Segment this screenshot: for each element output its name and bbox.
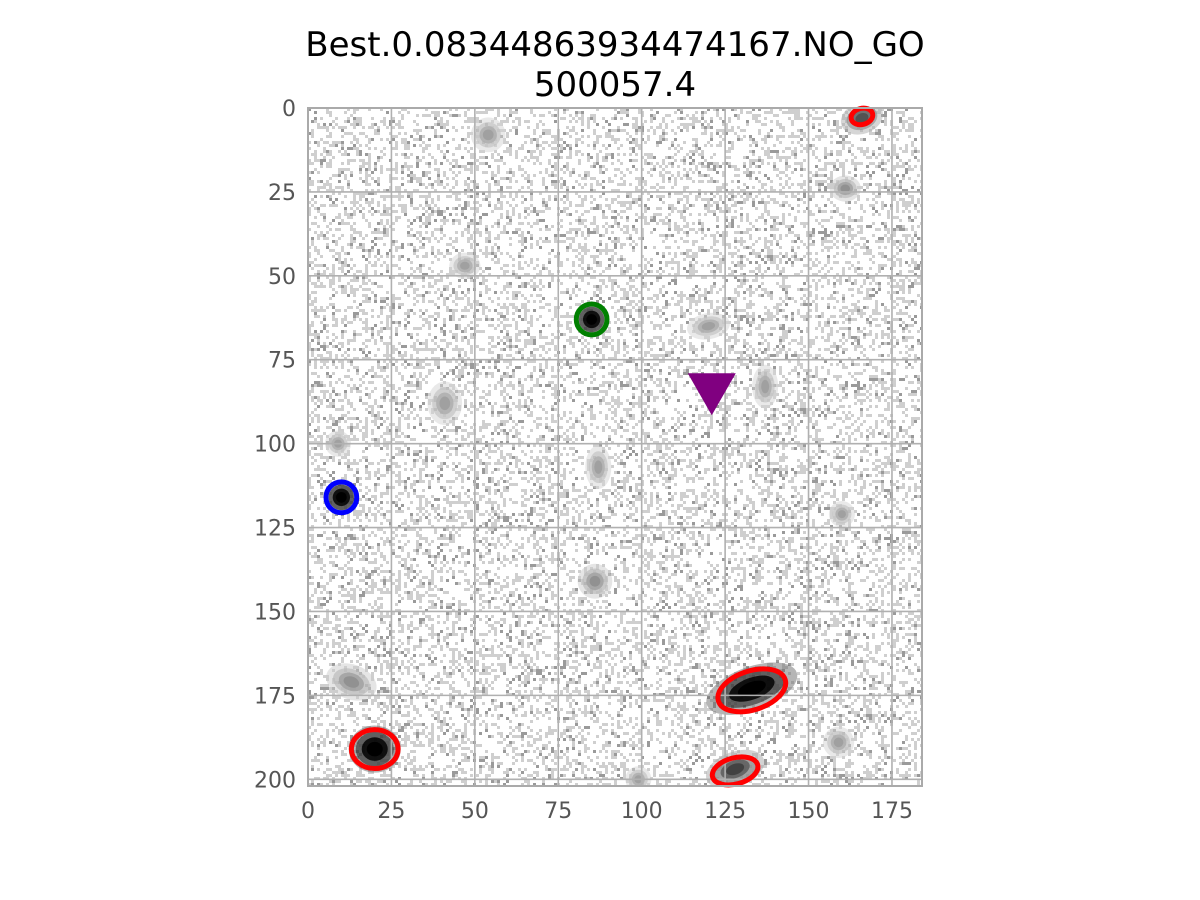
y-tick-label: 125 <box>254 517 296 542</box>
source-blob <box>470 117 506 153</box>
source-blob <box>326 663 377 701</box>
chart-title-line-1: Best.0.08344863934474167.NO_GO <box>305 25 924 65</box>
markers-layer <box>323 105 876 788</box>
source-blob <box>574 302 609 337</box>
y-tick-label: 50 <box>268 265 296 290</box>
x-axis-ticks: 0 25 50 75 100 125 150 175 <box>301 799 913 824</box>
source-blob <box>686 312 730 340</box>
aperture-ellipse <box>709 754 761 788</box>
triangle-marker <box>687 373 736 416</box>
source-blob <box>829 175 861 202</box>
source-blob <box>585 445 612 489</box>
y-tick-label: 175 <box>254 684 296 709</box>
source-blob <box>577 563 613 599</box>
x-tick-label: 0 <box>301 799 315 824</box>
x-tick-label: 100 <box>621 799 663 824</box>
y-tick-label: 75 <box>268 349 296 374</box>
x-tick-label: 25 <box>377 799 405 824</box>
source-blob <box>752 364 779 409</box>
y-axis-ticks: 0 25 50 75 100 125 150 175 200 <box>254 97 296 793</box>
plot-area <box>307 105 923 788</box>
source-blob <box>828 501 855 528</box>
aperture-ellipse <box>323 479 360 516</box>
chart-title-line-2: 500057.4 <box>534 65 696 105</box>
x-tick-label: 75 <box>544 799 572 824</box>
y-tick-label: 25 <box>268 181 296 206</box>
background-noise-dark <box>308 108 922 786</box>
x-tick-label: 150 <box>788 799 830 824</box>
y-tick-label: 100 <box>254 433 296 458</box>
source-blob <box>449 252 481 279</box>
plot-frame <box>307 107 923 787</box>
source-blob <box>822 726 855 759</box>
y-tick-label: 150 <box>254 600 296 625</box>
source-blob <box>625 766 652 786</box>
y-tick-label: 200 <box>254 768 296 793</box>
source-blob <box>348 725 401 773</box>
aperture-ellipse <box>715 666 789 715</box>
aperture-ellipse <box>348 727 401 772</box>
source-blob <box>324 479 359 515</box>
x-tick-label: 175 <box>871 799 913 824</box>
x-tick-label: 50 <box>461 799 489 824</box>
x-tick-label: 125 <box>704 799 746 824</box>
y-tick-label: 0 <box>282 97 296 122</box>
source-blob <box>427 381 463 426</box>
aperture-ellipse <box>573 301 610 338</box>
